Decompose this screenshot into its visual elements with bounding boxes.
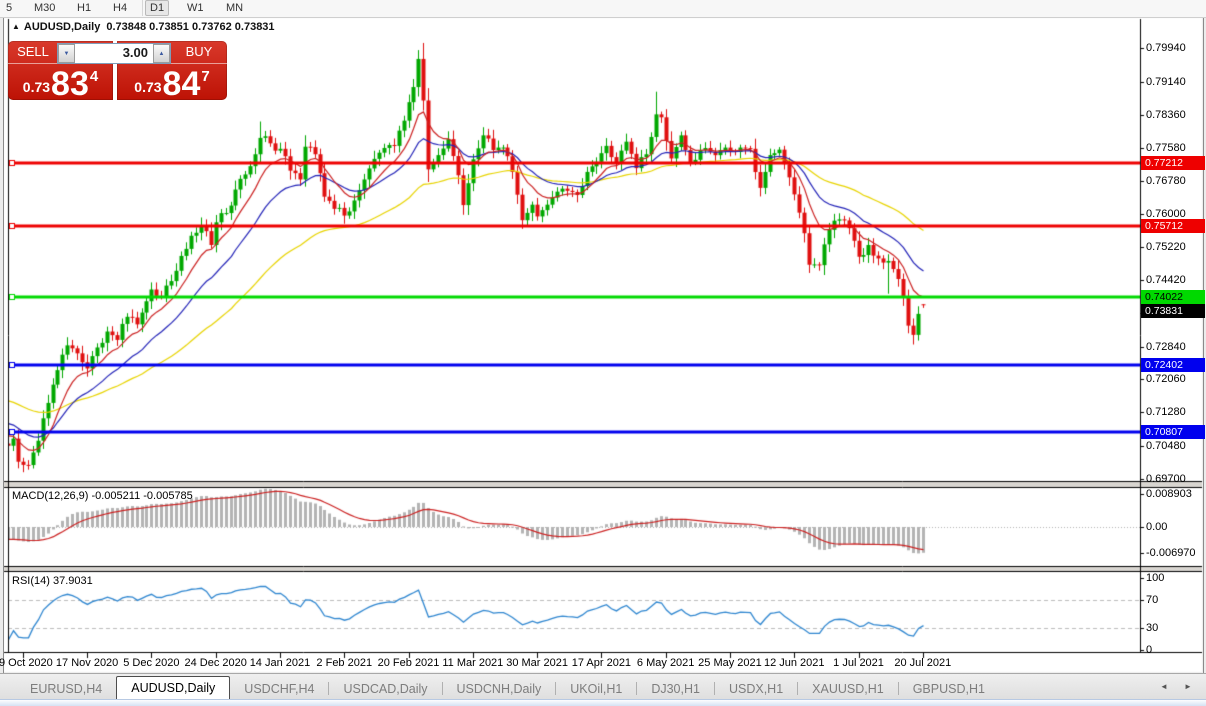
buy-price: 0.73 84 7 — [117, 63, 227, 103]
rsi-axis-tick-label: 0 — [1146, 644, 1153, 656]
price-axis-tick-label: 0.78360 — [1146, 109, 1186, 121]
tab-usdcad-daily[interactable]: USDCAD,Daily — [343, 682, 428, 696]
buy-label: BUY — [185, 44, 213, 59]
date-axis-label: 1 Jul 2021 — [833, 657, 884, 669]
volume-spinner: ▼ 3.00 ▲ — [57, 43, 171, 64]
timeframe-button-5[interactable]: 5 — [6, 2, 13, 14]
sell-price-big: 83 — [51, 65, 89, 103]
timeframe-button-h4[interactable]: H4 — [113, 2, 128, 14]
tab-divider — [328, 682, 330, 695]
buy-price-pip: 7 — [201, 68, 210, 85]
date-axis-label: 14 Jan 2021 — [249, 657, 311, 669]
timeframe-button-h1[interactable]: H1 — [77, 2, 92, 14]
current-price-tag: 0.73831 — [1141, 304, 1205, 318]
date-axis-label: 12 Jun 2021 — [763, 657, 825, 669]
buy-button[interactable]: BUY 0.73 84 7 — [117, 41, 227, 103]
tab-divider — [897, 682, 899, 695]
one-click-trading-widget: SELL 0.73 83 4 BUY 0.73 84 7 ▼ 3.00 ▲ — [8, 41, 227, 103]
hline-price-tag: 0.75712 — [1141, 219, 1205, 233]
date-axis-label: 30 Mar 2021 — [506, 657, 568, 669]
tab-gbpusd-h1[interactable]: GBPUSD,H1 — [912, 682, 985, 696]
price-axis-tick-label: 0.69700 — [1146, 473, 1186, 485]
rsi-axis-tick-label: 70 — [1146, 594, 1159, 606]
price-axis-tick-label: 0.77580 — [1146, 142, 1186, 154]
rsi-axis-tick-label: 30 — [1146, 622, 1159, 634]
price-axis-tick-label: 0.72060 — [1146, 373, 1186, 385]
tab-xauusd-h1[interactable]: XAUUSD,H1 — [812, 682, 884, 696]
timeframe-toolbar: 5 M30 H1 H4 D1 W1 MN — [0, 0, 1206, 18]
sell-price-prefix: 0.73 — [22, 79, 51, 95]
date-axis-label: 20 Jul 2021 — [894, 657, 952, 669]
tab-audusd-daily[interactable]: AUDUSD,Daily — [116, 676, 231, 700]
rsi-axis-tick-label: 100 — [1146, 572, 1165, 584]
toolbar-separator — [142, 0, 143, 16]
sell-price: 0.73 83 4 — [8, 63, 113, 103]
tab-divider — [797, 682, 799, 695]
timeframe-button-m30[interactable]: M30 — [34, 2, 56, 14]
date-axis-label: 6 May 2021 — [636, 657, 695, 669]
sell-price-pip: 4 — [89, 68, 99, 85]
date-axis-label: 24 Dec 2020 — [184, 657, 247, 669]
hline-price-tag: 0.72402 — [1141, 358, 1205, 372]
volume-increase-button[interactable]: ▲ — [153, 44, 170, 63]
volume-input[interactable]: 3.00 — [122, 45, 148, 60]
price-axis-tick-label: 0.79940 — [1146, 42, 1186, 54]
macd-axis-tick-label: -0.006970 — [1146, 547, 1196, 559]
date-axis-label: 20 Feb 2021 — [377, 657, 440, 669]
buy-price-prefix: 0.73 — [134, 79, 162, 95]
timeframe-button-w1[interactable]: W1 — [187, 2, 204, 14]
sell-label: SELL — [17, 44, 49, 59]
tab-usdcnh-daily[interactable]: USDCNH,Daily — [456, 682, 542, 696]
date-axis-label: 11 Mar 2021 — [442, 657, 504, 669]
timeframe-button-d1[interactable]: D1 — [145, 0, 170, 16]
tab-strip: EURUSD,H4 AUDUSD,Daily USDCHF,H4 USDCAD,Dai… — [16, 676, 999, 700]
spinner-down-icon: ▼ — [63, 50, 70, 57]
price-axis-tick-label: 0.79140 — [1146, 76, 1186, 88]
price-axis-tick-label: 0.75220 — [1146, 241, 1186, 253]
tab-divider — [555, 682, 557, 695]
price-axis-tick-label: 0.71280 — [1146, 406, 1186, 418]
rsi-indicator-label: RSI(14) 37.9031 — [12, 575, 93, 587]
price-axis-tick-label: 0.70480 — [1146, 440, 1186, 452]
date-axis-label: 25 May 2021 — [698, 657, 762, 669]
date-axis-label: 2 Feb 2021 — [316, 657, 373, 669]
macd-axis-tick-label: 0.008903 — [1146, 488, 1192, 500]
hline-price-tag: 0.74022 — [1141, 290, 1205, 304]
macd-indicator-label: MACD(12,26,9) -0.005211 -0.005785 — [12, 490, 193, 502]
hline-price-tag: 0.77212 — [1141, 156, 1205, 170]
chart-tab-bar: EURUSD,H4 AUDUSD,Daily USDCHF,H4 USDCAD,Dai… — [0, 673, 1206, 700]
status-bar — [0, 699, 1206, 706]
chart-symbol-period: AUDUSD,Daily — [23, 21, 101, 33]
tab-ukoil-h1[interactable]: UKOil,H1 — [570, 682, 623, 696]
tab-usdx-h1[interactable]: USDX,H1 — [728, 682, 784, 696]
chart-title: ▲ AUDUSD,Daily 0.73848 0.73851 0.73762 0.7… — [12, 21, 275, 33]
date-axis-label: 5 Dec 2020 — [123, 657, 180, 669]
tab-scroll-left-icon[interactable]: ◄ — [1160, 682, 1168, 691]
volume-decrease-button[interactable]: ▼ — [58, 44, 75, 63]
price-axis-tick-label: 0.74420 — [1146, 274, 1186, 286]
date-axis-label: 17 Nov 2020 — [55, 657, 119, 669]
spinner-up-icon: ▲ — [158, 50, 165, 57]
timeframe-button-mn[interactable]: MN — [226, 2, 244, 14]
tab-dj30-h1[interactable]: DJ30,H1 — [651, 682, 700, 696]
hline-price-tag: 0.70807 — [1141, 425, 1205, 439]
price-axis-tick-label: 0.76000 — [1146, 208, 1186, 220]
price-axis-tick-label: 0.76780 — [1146, 175, 1186, 187]
tab-scroll-right-icon[interactable]: ► — [1184, 682, 1192, 691]
collapse-triangle-icon[interactable]: ▲ — [12, 22, 20, 31]
date-axis-label: 29 Oct 2020 — [0, 657, 53, 669]
tab-divider — [713, 682, 715, 695]
chart-ohlc-values: 0.73848 0.73851 0.73762 0.73831 — [106, 21, 275, 33]
tab-eurusd-h4[interactable]: EURUSD,H4 — [30, 682, 103, 696]
buy-price-big: 84 — [162, 65, 201, 103]
tab-divider — [636, 682, 638, 695]
date-axis-label: 17 Apr 2021 — [571, 657, 632, 669]
macd-axis-tick-label: 0.00 — [1146, 521, 1168, 533]
tab-usdchf-h4[interactable]: USDCHF,H4 — [244, 682, 315, 696]
price-axis-tick-label: 0.72840 — [1146, 341, 1186, 353]
tab-divider — [441, 682, 443, 695]
